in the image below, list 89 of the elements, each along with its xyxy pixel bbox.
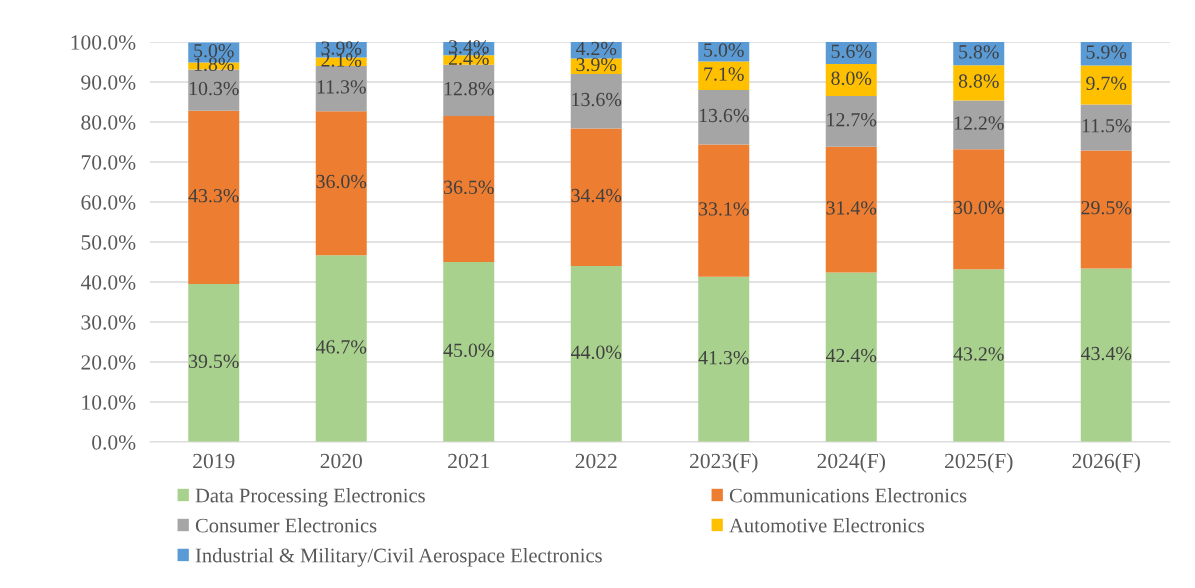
bar [188, 69, 240, 111]
data-label: 12.2% [954, 116, 1004, 130]
data-label: 10.3% [189, 81, 239, 96]
bar [188, 110, 240, 284]
y-tick-label: 40.0% [80, 275, 136, 290]
x-tick-label: 2022 [575, 453, 617, 469]
data-label: 36.5% [444, 180, 494, 195]
bar [315, 111, 367, 256]
data-label: 36.0% [316, 174, 367, 189]
bar [1080, 150, 1132, 269]
data-label: 5.6% [831, 44, 872, 59]
x-tick-label: 2020 [320, 453, 362, 469]
x-tick-label: 2026(F) [1072, 453, 1140, 473]
y-tick-label: 10.0% [82, 395, 136, 410]
bar [570, 266, 622, 442]
data-label: 41.3% [698, 350, 749, 365]
data-label: 31.4% [826, 201, 877, 215]
data-label: 8.8% [958, 74, 999, 88]
y-tick-label: 0.0% [92, 435, 136, 450]
data-label: 34.4% [571, 188, 622, 203]
bar [953, 65, 1005, 101]
y-tick-label: 30.0% [81, 315, 136, 330]
bar [1080, 104, 1132, 151]
data-label: 5.8% [959, 45, 999, 59]
x-tick-label: 2019 [193, 453, 235, 469]
data-label: 45.0% [443, 343, 494, 358]
x-tick-label: 2025(F) [945, 453, 1013, 473]
data-label: 11.5% [1082, 118, 1131, 133]
legend-label: Data Processing Electronics [195, 488, 425, 507]
data-label: 13.6% [572, 92, 622, 107]
data-label: 5.0% [704, 43, 744, 57]
legend-label: Industrial & Military/Civil Aerospace Electronics [195, 547, 602, 567]
data-label: 30.0% [954, 200, 1004, 215]
data-label: 12.8% [444, 81, 494, 96]
data-label: 44.0% [570, 345, 622, 360]
y-tick-label: 60.0% [81, 195, 136, 210]
data-label: 4.2% [575, 41, 617, 56]
data-label: 39.5% [189, 354, 239, 369]
data-label: 42.4% [825, 348, 877, 363]
data-label: 43.3% [188, 188, 239, 203]
data-label: 5.9% [1086, 45, 1127, 59]
bar [1080, 65, 1132, 105]
y-tick-label: 90.0% [81, 75, 136, 90]
y-tick-label: 50.0% [81, 235, 136, 250]
data-label: 8.0% [831, 71, 872, 86]
bar [825, 64, 877, 96]
data-label: 29.5% [1081, 200, 1132, 215]
legend-label: Automotive Electronics [729, 517, 925, 533]
bar [570, 74, 622, 129]
bar [953, 149, 1005, 270]
y-tick-label: 80.0% [81, 115, 136, 130]
y-tick-label: 70.0% [81, 155, 136, 170]
bar [698, 276, 750, 442]
bar [315, 255, 367, 442]
x-tick-label: 2021 [448, 453, 489, 469]
data-label: 9.7% [1086, 76, 1127, 91]
data-label: 43.2% [953, 347, 1004, 361]
bar [570, 128, 622, 266]
bar [953, 100, 1005, 150]
data-label: 5.0% [194, 43, 234, 58]
bar [698, 144, 750, 277]
data-label: 43.4% [1080, 346, 1132, 361]
x-tick-label: 2024(F) [817, 453, 885, 473]
data-label: 46.7% [315, 340, 367, 354]
data-label: 12.7% [827, 112, 877, 127]
bar [698, 90, 750, 145]
y-tick-label: 20.0% [81, 355, 136, 370]
bar [953, 269, 1005, 442]
data-label: 13.6% [699, 108, 749, 123]
data-label: 7.1% [704, 67, 744, 81]
bar [825, 96, 877, 147]
y-tick-label: 100.0% [71, 35, 136, 50]
x-tick-label: 2023(F) [690, 453, 758, 473]
legend-label: Communications Electronics [729, 488, 967, 503]
data-label: 3.9% [321, 41, 362, 55]
bar [443, 64, 495, 116]
bar [443, 116, 495, 262]
bar [1080, 42, 1132, 66]
bar [443, 262, 495, 442]
legend-label: Consumer Electronics [195, 518, 377, 533]
bar [315, 66, 367, 112]
bar [825, 146, 877, 273]
data-label: 33.1% [699, 202, 749, 216]
bar [1080, 268, 1132, 442]
data-label: 3.9% [576, 57, 617, 72]
bar [825, 272, 877, 442]
bar [188, 284, 240, 442]
data-label: 11.3% [317, 80, 366, 94]
bar [698, 61, 750, 90]
